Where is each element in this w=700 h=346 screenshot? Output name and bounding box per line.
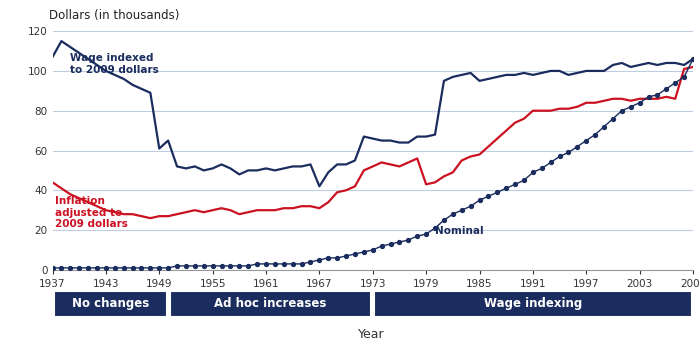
Text: Wage indexing: Wage indexing xyxy=(484,297,582,310)
Text: Dollars (in thousands): Dollars (in thousands) xyxy=(49,9,180,21)
Text: Ad hoc increases: Ad hoc increases xyxy=(214,297,327,310)
Text: Year: Year xyxy=(358,328,384,341)
Text: No changes: No changes xyxy=(71,297,149,310)
Text: Nominal: Nominal xyxy=(435,226,484,236)
Text: Wage indexed
to 2009 dollars: Wage indexed to 2009 dollars xyxy=(70,53,159,75)
Text: Inflation
adjusted to
2009 dollars: Inflation adjusted to 2009 dollars xyxy=(55,196,128,229)
